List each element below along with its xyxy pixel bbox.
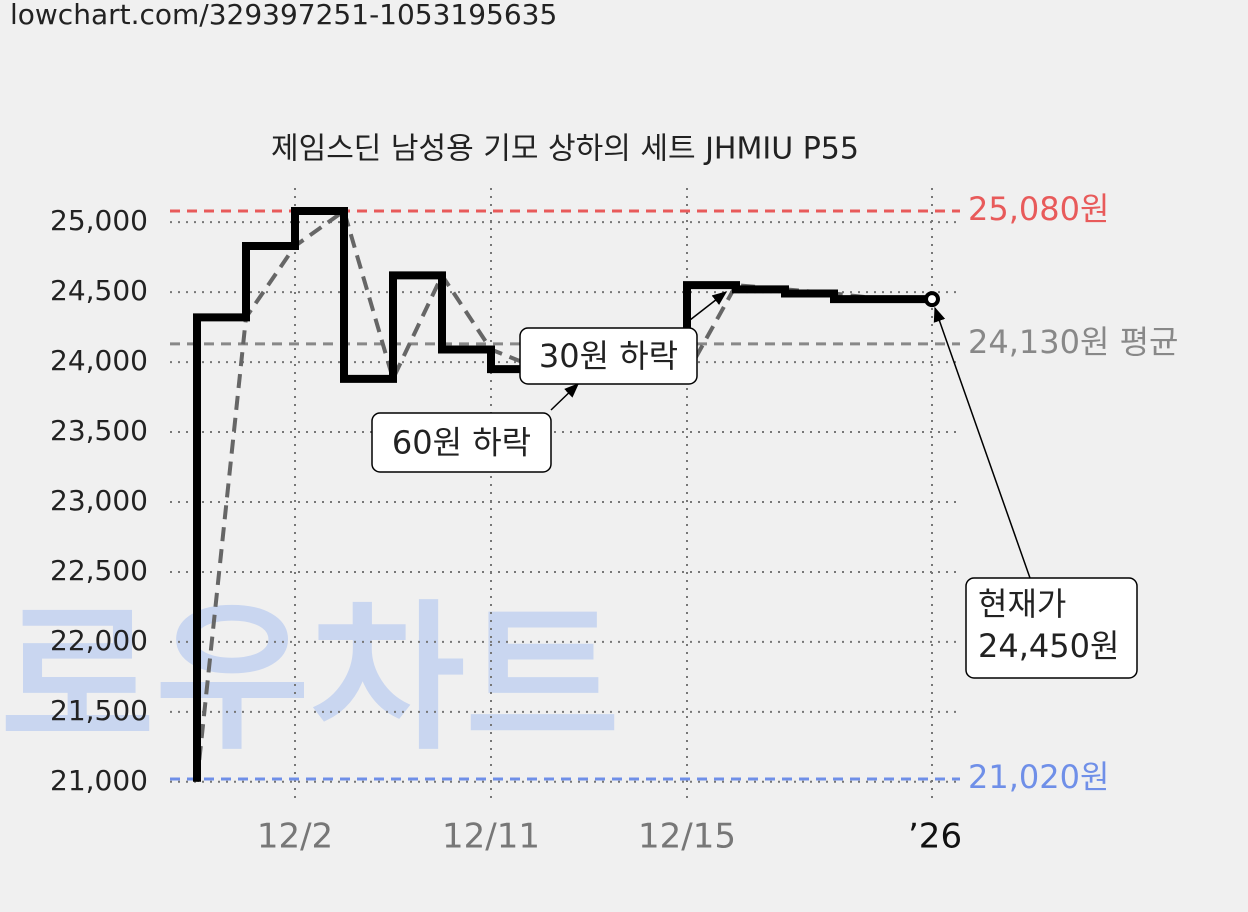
chart-title: 제임스딘 남성용 기모 상하의 세트 JHMIU P55 [271, 132, 859, 167]
reference-label: 24,130원 평균 [968, 323, 1178, 361]
watermark: 로우차트 [0, 585, 620, 772]
x-tick-label: 12/15 [638, 817, 736, 857]
y-tick-label: 22,000 [50, 624, 148, 657]
current-arrow [933, 306, 1031, 579]
annotation-arrow [550, 382, 580, 411]
y-tick-label: 24,000 [50, 344, 148, 377]
y-tick-label: 24,500 [50, 274, 148, 307]
annotation-text: 60원 하락 [392, 424, 531, 462]
y-tick-label: 23,500 [50, 414, 148, 447]
annotation-text: 30원 하락 [539, 337, 678, 375]
y-tick-label: 25,000 [50, 204, 148, 237]
x-tick-label: 12/2 [257, 817, 333, 857]
y-tick-label: 21,500 [50, 694, 148, 727]
reference-label: 21,020원 [968, 758, 1109, 796]
current-title: 현재가 [978, 585, 1066, 623]
y-tick-label: 23,000 [50, 484, 148, 517]
annotation-arrow [689, 291, 728, 321]
price-line [193, 206, 932, 782]
x-tick-label: ’26 [908, 817, 962, 857]
page-url: lowchart.com/329397251-1053195635 [10, 0, 557, 31]
reference-label: 25,080원 [968, 190, 1109, 228]
y-tick-label: 21,000 [50, 764, 148, 797]
annotation-box [371, 412, 552, 473]
x-tick-label: 12/11 [442, 817, 540, 857]
annotation-box [519, 327, 698, 385]
current-marker [924, 291, 940, 308]
current-label: 24,450원 [978, 627, 1119, 665]
y-tick-label: 22,500 [50, 554, 148, 587]
current-box [965, 577, 1138, 679]
